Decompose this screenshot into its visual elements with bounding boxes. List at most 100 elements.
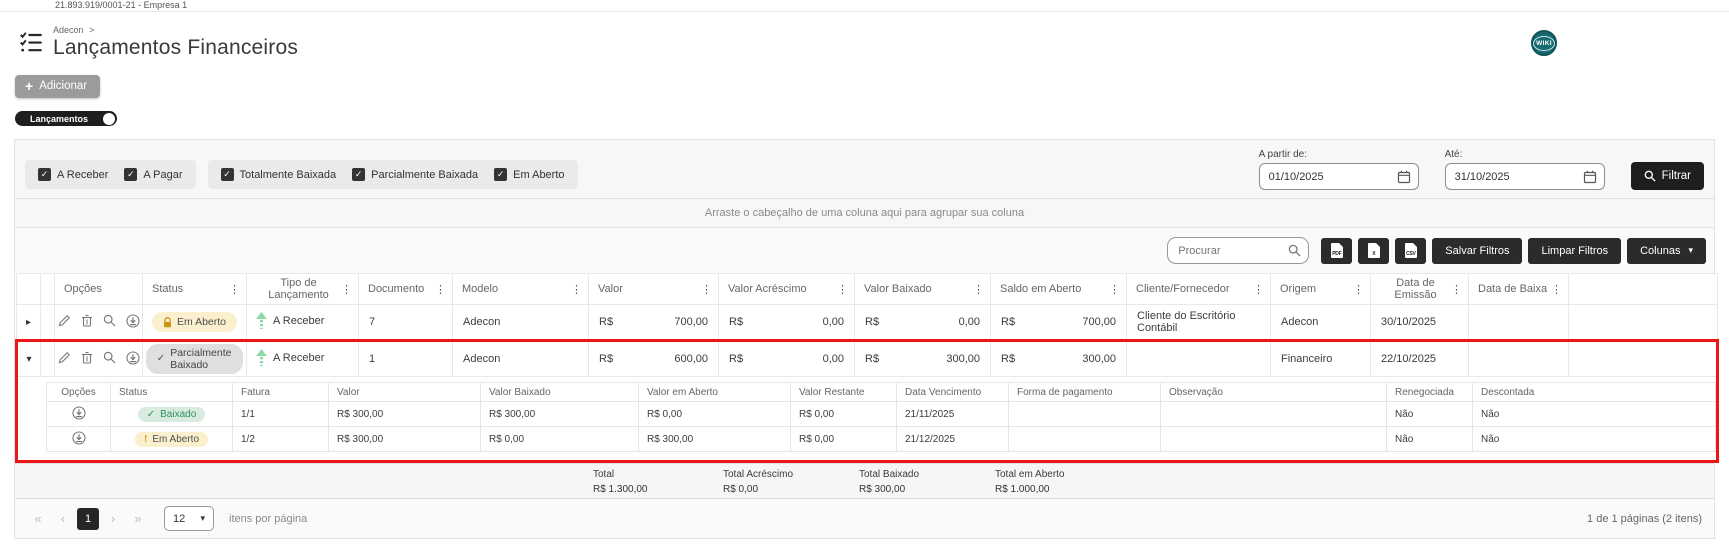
cell-fatura: 1/2 — [232, 426, 329, 452]
first-page-button[interactable]: « — [27, 508, 49, 530]
filter-button[interactable]: Filtrar — [1630, 162, 1704, 190]
excel-file-icon: X — [1367, 243, 1380, 258]
baixar-icon[interactable] — [125, 314, 140, 328]
column-menu-icon[interactable]: ⋮ — [1451, 283, 1462, 296]
pdf-file-icon: PDF — [1330, 243, 1343, 258]
cell-fatura: 1/1 — [232, 401, 329, 427]
export-csv-button[interactable]: CSV — [1395, 237, 1427, 264]
cell-data-emissao: 30/10/2025 — [1370, 304, 1469, 341]
delete-icon[interactable] — [81, 314, 93, 327]
column-menu-icon[interactable]: ⋮ — [1253, 283, 1264, 296]
cell-renegociada: Não — [1386, 426, 1473, 452]
checkbox-a-pagar[interactable]: ✓ A Pagar — [124, 168, 183, 181]
plus-icon: + — [25, 78, 34, 94]
column-menu-icon[interactable]: ⋮ — [435, 283, 446, 296]
prev-page-button[interactable]: ‹ — [52, 508, 74, 530]
breadcrumb[interactable]: Adecon > — [53, 25, 298, 35]
installments-subgrid: Opções Status Fatura Valor Valor Baixado… — [18, 377, 1716, 460]
search-input[interactable] — [1167, 237, 1310, 264]
column-menu-icon[interactable]: ⋮ — [341, 283, 352, 296]
column-header-saldo[interactable]: Saldo em Aberto ⋮ — [990, 273, 1127, 305]
edit-icon[interactable] — [58, 351, 71, 364]
column-menu-icon[interactable]: ⋮ — [701, 283, 712, 296]
column-header-cliente[interactable]: Cliente/Fornecedor ⋮ — [1126, 273, 1271, 305]
checkbox-parcialmente-baixada[interactable]: ✓ Parcialmente Baixada — [352, 168, 478, 181]
breadcrumb-item-adecon[interactable]: Adecon — [53, 25, 84, 35]
last-page-button[interactable]: » — [127, 508, 149, 530]
view-icon[interactable] — [103, 314, 116, 327]
header-row: Opções Status ⋮ Tipo de Lançamento ⋮ Docum… — [16, 273, 1718, 305]
lancamentos-toggle[interactable]: Lançamentos — [15, 111, 117, 126]
group-drop-zone[interactable]: Arraste o cabeçalho de uma coluna aqui p… — [15, 198, 1714, 228]
column-header-modelo[interactable]: Modelo ⋮ — [452, 273, 589, 305]
column-header-documento[interactable]: Documento ⋮ — [358, 273, 453, 305]
column-menu-icon[interactable]: ⋮ — [1353, 283, 1364, 296]
baixar-icon[interactable] — [71, 430, 86, 445]
baixar-icon[interactable] — [125, 351, 140, 365]
baixar-icon[interactable] — [71, 405, 86, 420]
column-menu-icon[interactable]: ⋮ — [1551, 283, 1562, 296]
gutter-header — [40, 273, 55, 305]
date-to-input[interactable] — [1454, 170, 1583, 183]
page-1-button[interactable]: 1 — [77, 507, 99, 530]
tipo-label: A Receber — [273, 314, 325, 327]
cell-valor-em-aberto: R$ 0,00 — [638, 401, 791, 427]
app-logo-icon — [18, 30, 44, 56]
column-header-status[interactable]: Status ⋮ — [142, 273, 247, 305]
date-from-input[interactable] — [1268, 170, 1397, 183]
calendar-icon[interactable] — [1583, 170, 1597, 184]
column-header-valor-baixado[interactable]: Valor Baixado ⋮ — [854, 273, 991, 305]
column-menu-icon[interactable]: ⋮ — [229, 283, 240, 296]
receivable-up-arrow-icon — [256, 311, 267, 329]
export-excel-button[interactable]: X — [1358, 237, 1390, 264]
view-icon[interactable] — [103, 351, 116, 364]
page-size-select[interactable]: 12 ▾ — [164, 506, 214, 531]
tipo-label: A Receber — [273, 351, 325, 364]
calendar-icon[interactable] — [1397, 170, 1411, 184]
column-header-valor-acrescimo[interactable]: Valor Acréscimo ⋮ — [718, 273, 855, 305]
cell-cliente — [1126, 340, 1271, 377]
table-row-1: ▸ Em Aberto A Rec — [16, 304, 1718, 341]
delete-icon[interactable] — [81, 351, 93, 364]
save-filters-button[interactable]: Salvar Filtros — [1432, 237, 1523, 264]
cell-saldo: R$ 300,00 — [990, 340, 1127, 377]
checkbox-label: A Receber — [57, 168, 109, 181]
checkbox-label: Parcialmente Baixada — [371, 168, 479, 181]
cell-valor-baixado: R$ 0,00 — [480, 426, 639, 452]
cell-descontada: Não — [1472, 426, 1716, 452]
column-header-data-emissao[interactable]: Data de Emissão ⋮ — [1370, 273, 1469, 305]
column-menu-icon[interactable]: ⋮ — [837, 283, 848, 296]
checkbox-checked-icon: ✓ — [124, 168, 138, 181]
cell-observacao — [1160, 401, 1387, 427]
wiki-badge[interactable]: WIKI — [1531, 30, 1557, 56]
cell-valor-baixado: R$ 300,00 — [854, 340, 991, 377]
total-baixado: Total Baixado R$ 300,00 — [859, 469, 920, 495]
next-page-button[interactable]: › — [102, 508, 124, 530]
checkbox-em-aberto[interactable]: ✓ Em Aberto — [494, 168, 565, 181]
cell-origem: Financeiro — [1270, 340, 1371, 377]
clear-filters-button[interactable]: Limpar Filtros — [1528, 237, 1622, 264]
column-header-data-baixa[interactable]: Data de Baixa ⋮ — [1468, 273, 1569, 305]
subcol-status: Status — [110, 382, 233, 402]
checkbox-a-receber[interactable]: ✓ A Receber — [38, 168, 108, 181]
column-header-valor[interactable]: Valor ⋮ — [588, 273, 719, 305]
add-button[interactable]: + Adicionar — [15, 75, 101, 98]
column-header-tipo[interactable]: Tipo de Lançamento ⋮ — [246, 273, 359, 305]
column-menu-icon[interactable]: ⋮ — [571, 283, 582, 296]
page-size-value: 12 — [173, 512, 186, 525]
collapse-row-icon[interactable]: ▾ — [26, 354, 32, 365]
cell-valor-baixado: R$ 300,00 — [480, 401, 639, 427]
columns-button[interactable]: Colunas ▾ — [1627, 237, 1706, 264]
column-menu-icon[interactable]: ⋮ — [973, 283, 984, 296]
search-icon[interactable] — [1288, 244, 1301, 257]
type-filter-group: ✓ A Receber ✓ A Pagar — [25, 160, 196, 189]
export-pdf-button[interactable]: PDF — [1321, 237, 1353, 264]
expand-row-icon[interactable]: ▸ — [25, 317, 32, 328]
total-em-aberto: Total em Aberto R$ 1.000,00 — [995, 469, 1065, 495]
column-header-origem[interactable]: Origem ⋮ — [1270, 273, 1371, 305]
checkbox-totalmente-baixada[interactable]: ✓ Totalmente Baixada — [220, 168, 336, 181]
cell-observacao — [1160, 426, 1387, 452]
edit-icon[interactable] — [58, 314, 71, 327]
column-menu-icon[interactable]: ⋮ — [1109, 283, 1120, 296]
